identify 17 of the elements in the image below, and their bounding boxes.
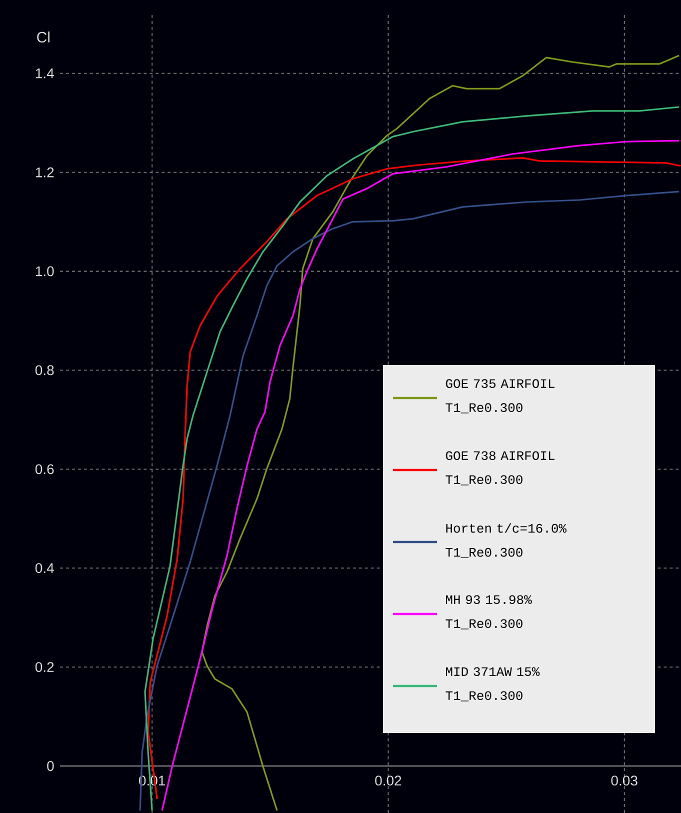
y-tick-label: 0.2 [35, 662, 54, 672]
legend-label: MH 93 15.98% T1_Re0.300 [446, 595, 532, 630]
x-tick-label: 0.03 [611, 776, 638, 786]
y-tick-label: 0.8 [35, 365, 54, 376]
legend-label: GOE 738 AIRFOIL T1_Re0.300 [446, 451, 554, 486]
y-axis-title: Cl [37, 32, 50, 43]
line-series [201, 54, 680, 812]
legend-label: Horten t/c=16.0% T1_Re0.300 [446, 523, 567, 558]
y-tick-label: 1.2 [36, 167, 54, 178]
legend-label: MID 371AW 15% T1_Re0.300 [446, 667, 540, 702]
y-tick-label: 1.0 [36, 266, 54, 276]
y-tick-label: 0.4 [35, 563, 54, 574]
legend-label: GOE 735 AIRFOIL T1_Re0.300 [446, 379, 554, 414]
y-tick-label: 0 [47, 761, 54, 771]
y-tick-label: 1.4 [36, 68, 54, 78]
y-tick-label: 0.6 [35, 464, 54, 474]
x-tick-label: 0.02 [375, 776, 402, 786]
